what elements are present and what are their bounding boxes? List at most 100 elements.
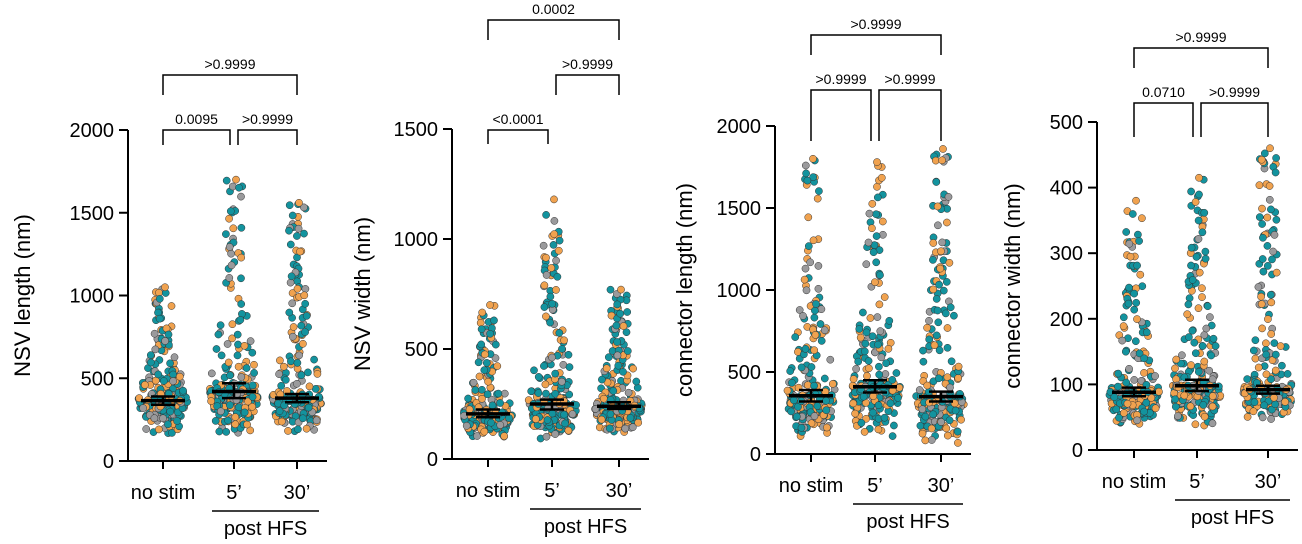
group-label: post HFS bbox=[224, 518, 307, 540]
p-value-label: >0.9999 bbox=[816, 71, 867, 87]
data-point bbox=[234, 362, 243, 371]
data-point bbox=[1265, 182, 1274, 190]
data-point bbox=[809, 154, 817, 163]
data-point bbox=[918, 429, 927, 438]
data-point bbox=[800, 275, 809, 284]
data-point bbox=[275, 370, 283, 378]
data-point bbox=[462, 421, 471, 430]
data-point bbox=[1269, 247, 1277, 256]
data-point bbox=[548, 299, 557, 308]
x-tick-label: 5’ bbox=[1189, 471, 1205, 493]
data-point bbox=[225, 274, 234, 282]
data-point bbox=[954, 439, 962, 447]
data-point bbox=[1200, 331, 1209, 339]
data-point bbox=[222, 176, 231, 185]
data-point bbox=[783, 386, 792, 395]
data-point bbox=[875, 362, 883, 371]
data-point bbox=[476, 319, 485, 327]
data-point bbox=[167, 302, 176, 310]
data-point bbox=[305, 382, 314, 391]
x-tick-label: 30’ bbox=[284, 482, 311, 504]
data-point bbox=[1133, 261, 1141, 270]
data-point bbox=[154, 370, 163, 379]
x-tick-label: no stim bbox=[131, 482, 195, 504]
y-tick-label: 1500 bbox=[717, 198, 762, 220]
y-axis-label: NSV width (nm) bbox=[350, 217, 375, 371]
data-point bbox=[799, 312, 807, 320]
data-point bbox=[542, 271, 551, 279]
data-point bbox=[809, 236, 818, 245]
data-point bbox=[215, 427, 224, 436]
y-tick-label: 0 bbox=[750, 444, 761, 466]
data-point bbox=[135, 394, 144, 402]
data-point bbox=[943, 431, 952, 440]
data-point bbox=[606, 285, 615, 294]
data-point bbox=[284, 427, 292, 435]
data-point bbox=[1172, 375, 1180, 384]
data-point bbox=[943, 343, 952, 352]
data-point bbox=[1151, 372, 1159, 380]
data-point bbox=[287, 357, 295, 366]
chart-panel-2: 0 500 1000 1500 NSV width (nm) no stim 5’ 30’ po… bbox=[350, 1, 649, 538]
x-tick-label: no stim bbox=[456, 480, 520, 502]
data-point bbox=[1271, 350, 1280, 359]
data-point bbox=[473, 432, 481, 440]
data-point bbox=[945, 258, 954, 267]
data-point bbox=[551, 389, 560, 398]
data-point bbox=[235, 183, 243, 192]
data-point bbox=[1140, 369, 1148, 377]
data-point bbox=[946, 383, 954, 392]
data-point bbox=[616, 309, 625, 318]
data-point bbox=[484, 377, 492, 386]
data-point bbox=[173, 417, 181, 425]
data-point bbox=[277, 417, 286, 426]
data-point bbox=[1180, 391, 1189, 400]
data-point bbox=[1209, 334, 1218, 343]
data-point bbox=[229, 224, 238, 233]
data-point bbox=[1128, 210, 1137, 218]
data-point bbox=[527, 387, 536, 396]
data-point bbox=[293, 284, 302, 293]
data-point bbox=[873, 158, 881, 166]
data-point bbox=[632, 377, 641, 386]
data-point bbox=[1194, 367, 1203, 376]
data-point bbox=[1200, 208, 1209, 217]
data-point bbox=[295, 351, 303, 360]
data-point bbox=[1187, 261, 1195, 270]
data-point bbox=[231, 413, 240, 421]
data-point bbox=[946, 303, 955, 312]
data-point bbox=[629, 364, 637, 373]
data-point bbox=[921, 412, 930, 421]
data-point bbox=[550, 230, 559, 238]
data-point bbox=[802, 169, 810, 178]
data-point bbox=[233, 330, 242, 339]
data-point bbox=[557, 377, 566, 386]
data-point bbox=[207, 397, 215, 405]
p-value-label: >0.9999 bbox=[562, 56, 613, 72]
data-point bbox=[301, 328, 309, 336]
data-point bbox=[564, 426, 573, 435]
data-point bbox=[873, 313, 882, 321]
data-point bbox=[615, 420, 624, 429]
y-tick-label: 0 bbox=[427, 449, 438, 471]
data-point bbox=[464, 394, 472, 403]
data-point bbox=[301, 299, 310, 308]
data-point bbox=[872, 232, 881, 240]
significance-bracket bbox=[810, 89, 872, 141]
data-point bbox=[927, 436, 936, 444]
significance-bracket bbox=[487, 19, 620, 40]
data-point bbox=[212, 345, 221, 353]
y-tick-label: 300 bbox=[1050, 243, 1083, 265]
significance-bracket bbox=[1200, 102, 1269, 137]
data-point bbox=[222, 230, 230, 238]
data-point bbox=[1208, 392, 1217, 400]
data-point bbox=[849, 399, 858, 408]
x-tick-label: 30’ bbox=[928, 475, 955, 497]
data-point bbox=[293, 359, 302, 367]
data-point bbox=[486, 329, 494, 338]
data-point bbox=[862, 260, 871, 269]
data-point bbox=[623, 347, 632, 355]
significance-bracket bbox=[1133, 102, 1194, 137]
p-value-label: 0.0002 bbox=[532, 1, 575, 17]
data-point bbox=[880, 413, 889, 422]
